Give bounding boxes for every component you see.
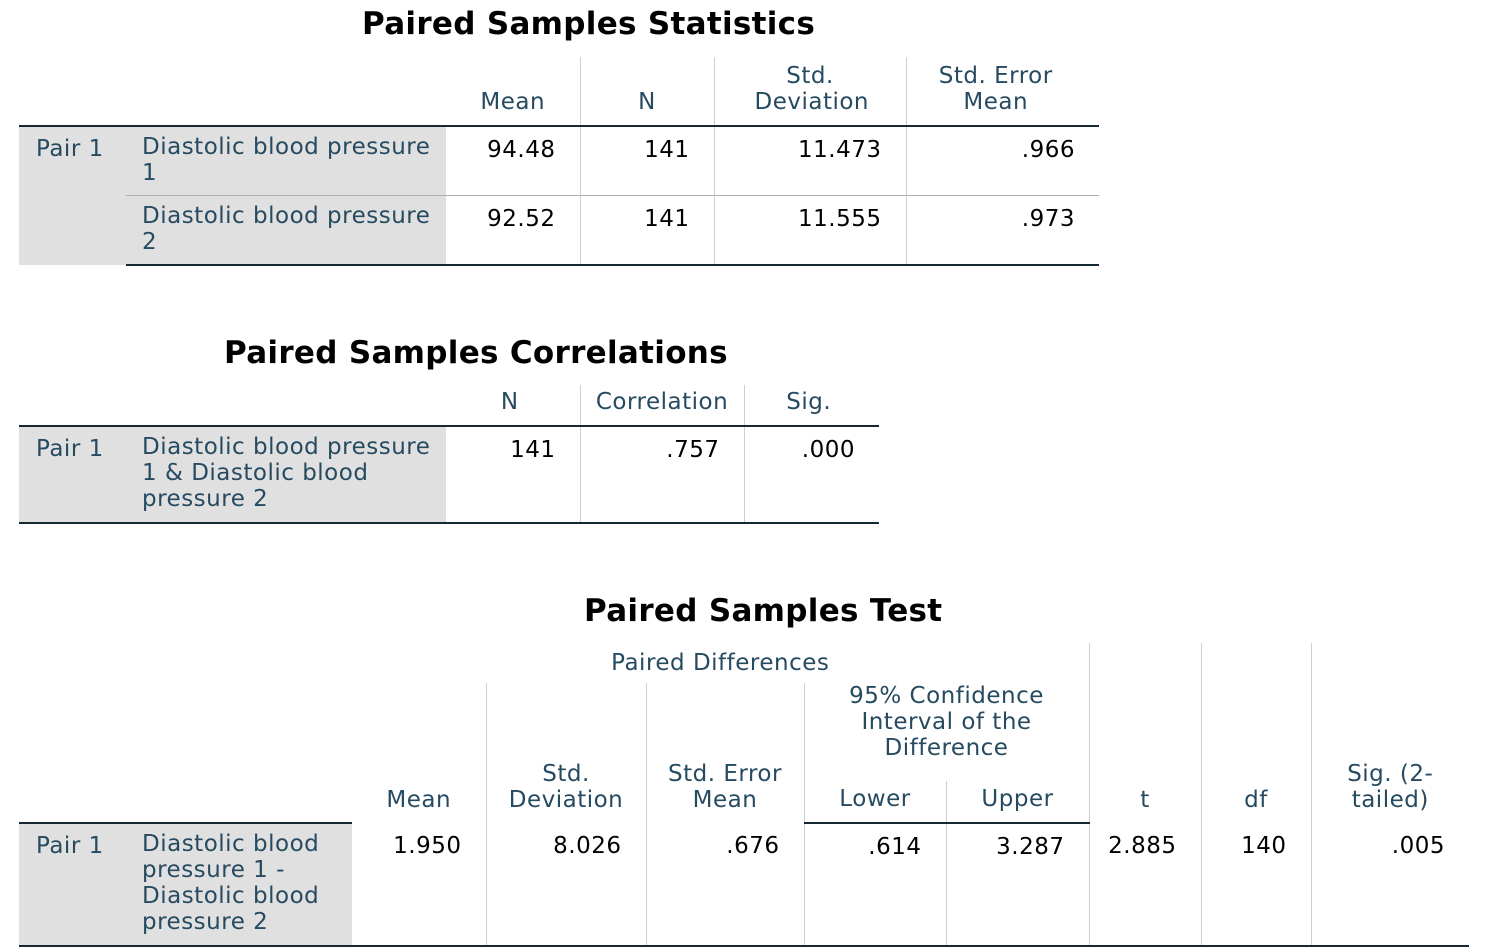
cell-mean: 94.48 [487,137,556,163]
col-header-mean: Mean [386,787,452,813]
cell-std-error-mean: .676 [645,823,804,947]
paired-samples-correlations-table: N Correlation Sig. Pair 1 Diastolic bloo… [19,385,879,524]
corr-title: Paired Samples Correlations [224,335,728,371]
table-row: Pair 1 Diastolic blood pressure 1 - Dias… [19,823,1469,947]
cell-n: 141 [579,126,714,195]
row-label: Diastolic blood pressure 2 [126,194,446,266]
cell-std-error-mean: .973 [905,194,1099,266]
paired-differences-header: Paired Differences [611,650,830,676]
cell-t: 2.885 [1088,823,1201,947]
col-header-sig: Sig. [743,385,879,427]
pair-label: Pair 1 [19,823,126,947]
cell-n: 141 [579,194,714,266]
cell-upper: 3.287 [945,823,1089,947]
col-header-upper: Upper [945,781,1089,824]
paired-samples-statistics-table: Mean N Std. Deviation Std. Error Mean Pa… [19,57,1099,266]
pair-label: Pair 1 [19,426,126,524]
col-header-std-error-mean: Std. Error Mean [905,57,1099,127]
cell-std-deviation: 11.473 [713,126,906,195]
stats-title: Paired Samples Statistics [362,6,816,42]
table-row: Pair 1 Diastolic blood pressure 1 94.48 … [19,126,1099,265]
col-header-std-deviation: Std. Deviation [713,57,906,127]
table-row: Pair 1 Diastolic blood pressure 1 & Dias… [19,426,879,524]
cell-std-error-mean: .966 [905,126,1099,195]
col-header-n: N [446,385,580,427]
col-header-t: t [1088,683,1201,823]
cell-sig: .000 [743,426,879,524]
col-header-correlation: Correlation [579,385,744,427]
paired-samples-test-table: Paired Differences Mean Std. Deviation S… [19,643,1469,947]
row-label: Diastolic blood pressure 1 - Diastolic b… [126,823,352,947]
pair-label: Pair 1 [19,126,126,265]
cell-mean: 92.52 [446,194,580,266]
cell-df: 140 [1200,823,1311,947]
col-header-df: df [1200,683,1311,823]
row-label: Diastolic blood pressure 1 & Diastolic b… [126,426,446,524]
col-header-lower: Lower [803,781,946,824]
row-label: Diastolic blood pressure 1 [126,126,446,195]
cell-std-deviation: 8.026 [485,823,646,947]
cell-sig-2-tailed: .005 [1310,823,1469,947]
test-title: Paired Samples Test [584,593,943,629]
col-header-sig-2-tailed: Sig. (2-tailed) [1310,683,1469,823]
col-header-std-deviation: Std. Deviation [485,683,646,823]
cell-std-deviation: 11.555 [713,194,906,266]
cell-lower: .614 [803,823,946,947]
col-header-mean: Mean [446,57,580,127]
col-header-n: N [579,57,714,127]
table-row: Diastolic blood pressure 2 92.52 141 11.… [19,194,1099,266]
col-header-std-error-mean: Std. Error Mean [645,683,804,823]
cell-mean: 1.950 [352,823,486,947]
ci-header: 95% Confidence Interval of the Differenc… [803,683,1089,781]
cell-correlation: .757 [579,426,744,524]
cell-n: 141 [446,426,580,524]
